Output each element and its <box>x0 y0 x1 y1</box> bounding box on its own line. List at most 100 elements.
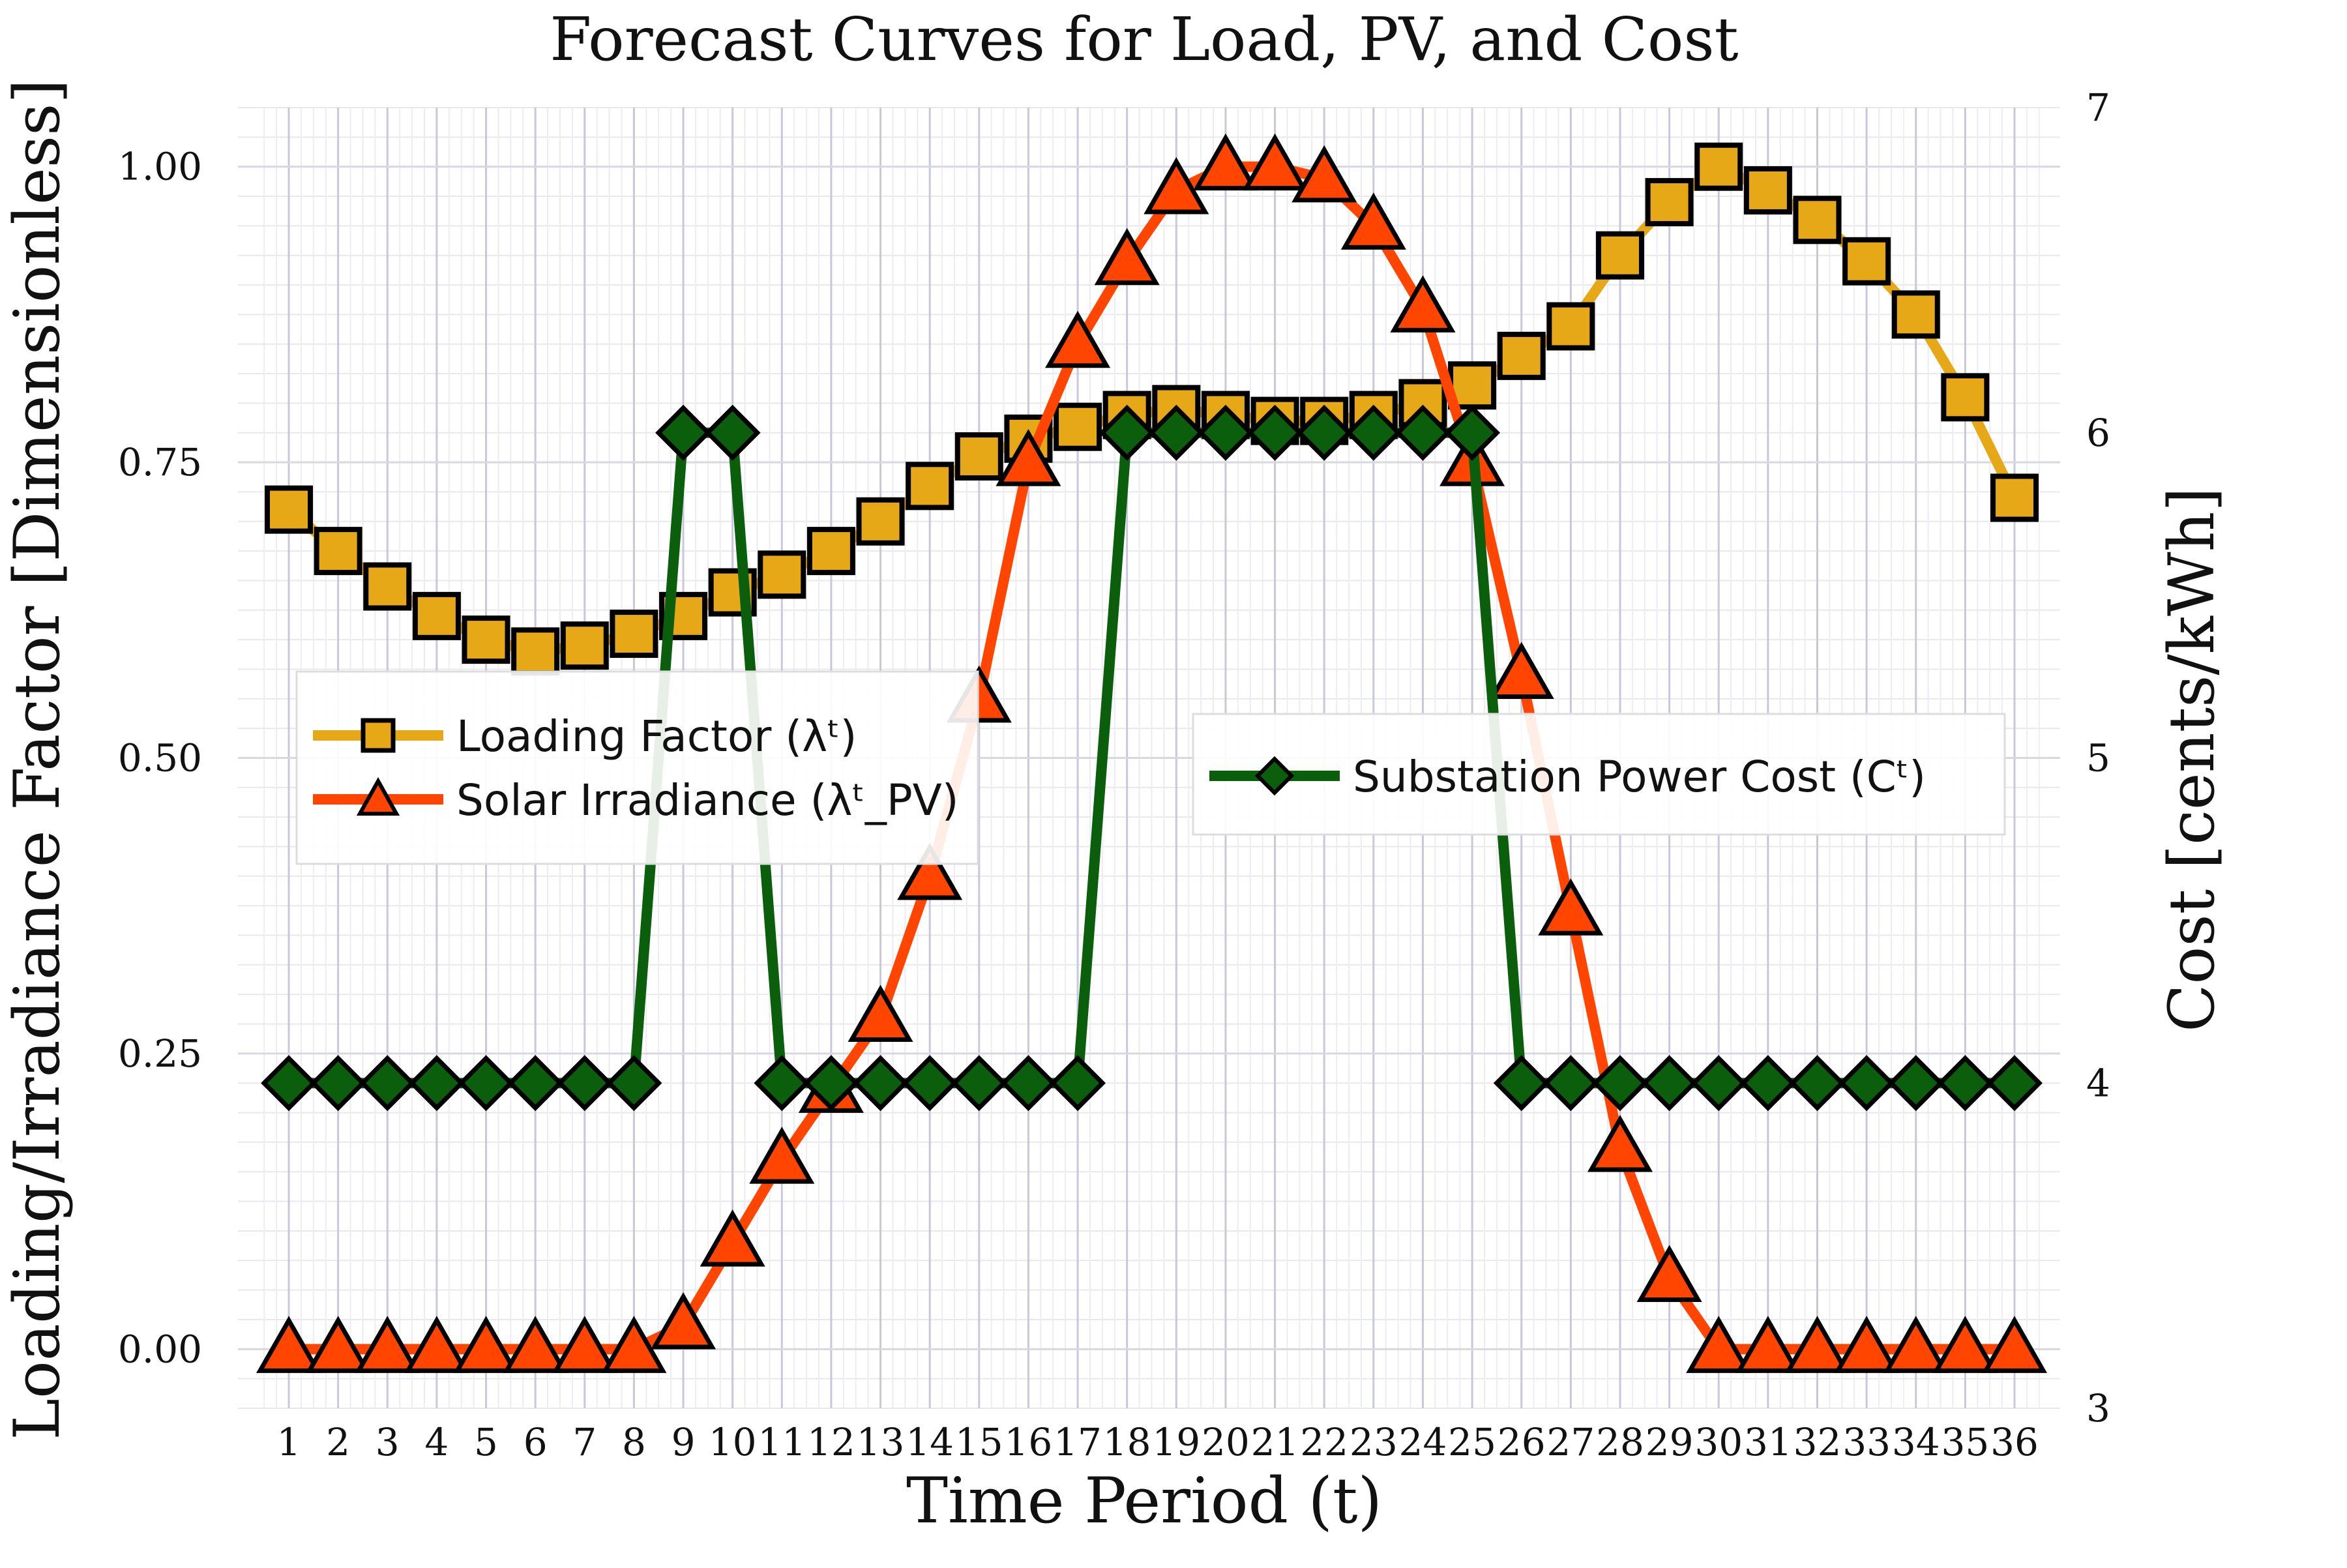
x-tick-label: 21 <box>1251 1420 1299 1464</box>
x-tick-label: 36 <box>1990 1420 2039 1464</box>
data-point-diamond <box>1000 1055 1057 1112</box>
data-point-triangle <box>1192 133 1258 191</box>
legend-item-substation-cost: Substation Power Cost (Cᵗ) <box>1209 752 1926 802</box>
legend-item-loading-factor: Loading Factor (λᵗ) <box>313 711 857 762</box>
data-point-diamond <box>1345 404 1402 461</box>
data-point-diamond <box>951 1055 1007 1112</box>
data-point-triangle <box>1587 1114 1653 1172</box>
data-point-diamond <box>507 1055 564 1112</box>
data-point-diamond <box>1444 404 1501 461</box>
data-point-diamond <box>1395 404 1451 461</box>
legend-marker-triangle <box>356 777 400 816</box>
legend-left-box <box>295 670 979 865</box>
data-point-diamond <box>408 1055 465 1112</box>
data-point-diamond <box>1986 1055 2043 1112</box>
data-point-square <box>954 432 1003 481</box>
data-point-diamond <box>261 1055 317 1112</box>
data-point-square <box>560 621 609 670</box>
data-point-triangle <box>1932 1316 1998 1373</box>
x-tick-label: 12 <box>807 1420 855 1464</box>
series-layer <box>256 133 2048 1373</box>
x-tick-label: 8 <box>622 1420 646 1464</box>
x-tick-label: 31 <box>1744 1420 1792 1464</box>
y-tick-label-right: 5 <box>2086 736 2110 780</box>
data-point-square <box>462 615 510 664</box>
data-point-square <box>906 462 954 510</box>
x-tick-label: 4 <box>424 1420 449 1464</box>
data-point-triangle <box>1390 275 1456 333</box>
y-tick-label-right: 7 <box>2086 85 2110 130</box>
x-tick-label: 35 <box>1941 1420 1989 1464</box>
x-tick-label: 22 <box>1300 1420 1348 1464</box>
data-point-diamond <box>704 404 761 461</box>
data-point-square <box>1793 196 1842 244</box>
data-point-diamond <box>1050 1055 1106 1112</box>
data-point-diamond <box>458 1055 514 1112</box>
x-tick-label: 13 <box>857 1420 905 1464</box>
legend-label-substation-cost: Substation Power Cost (Cᵗ) <box>1353 752 1926 802</box>
x-tick-label: 10 <box>709 1420 757 1464</box>
data-point-diamond <box>1937 1055 1994 1112</box>
y-axis-label-left: Loading/Irradiance Factor [Dimensionless… <box>1 79 74 1440</box>
y-tick-label-left: 0.50 <box>118 736 202 780</box>
x-tick-label: 17 <box>1054 1420 1102 1464</box>
data-point-square <box>1645 178 1694 227</box>
data-point-square <box>1694 142 1743 191</box>
x-tick-label: 5 <box>474 1420 498 1464</box>
x-tick-label: 34 <box>1892 1420 1940 1464</box>
data-point-diamond <box>1247 404 1303 461</box>
data-point-square <box>412 591 461 640</box>
data-point-triangle <box>1784 1316 1850 1373</box>
data-point-square <box>314 527 362 576</box>
data-point-triangle <box>1636 1245 1702 1302</box>
data-point-diamond <box>1887 1055 1944 1112</box>
x-tick-label: 19 <box>1152 1420 1200 1464</box>
data-point-square <box>1497 331 1546 380</box>
data-point-square <box>1743 166 1792 214</box>
x-tick-label: 9 <box>672 1420 696 1464</box>
data-point-triangle <box>1686 1316 1752 1373</box>
data-point-square <box>1595 231 1644 280</box>
data-point-diamond <box>606 1055 662 1112</box>
data-point-diamond <box>1099 404 1155 461</box>
data-point-triangle <box>453 1316 519 1373</box>
data-point-diamond <box>655 404 711 461</box>
data-point-triangle <box>897 842 963 900</box>
data-point-triangle <box>1883 1316 1949 1373</box>
data-point-diamond <box>1592 1055 1648 1112</box>
x-tick-label: 25 <box>1448 1420 1496 1464</box>
x-tick-label: 26 <box>1498 1420 1546 1464</box>
data-point-square <box>1891 290 1940 339</box>
data-point-triangle <box>256 1316 322 1373</box>
data-point-diamond <box>852 1055 909 1112</box>
x-tick-label: 20 <box>1202 1420 1250 1464</box>
x-tick-label: 23 <box>1350 1420 1398 1464</box>
data-point-diamond <box>1789 1055 1846 1112</box>
data-point-triangle <box>650 1292 716 1350</box>
data-point-diamond <box>1197 404 1254 461</box>
x-tick-label: 14 <box>906 1420 954 1464</box>
legend-label-solar-irradiance: Solar Irradiance (λᵗ_PV) <box>456 775 959 825</box>
x-tick-label: 24 <box>1399 1420 1447 1464</box>
data-point-diamond <box>1739 1055 1796 1112</box>
legend-right: Substation Power Cost (Cᵗ) <box>1192 713 2006 836</box>
data-point-triangle <box>503 1316 568 1373</box>
data-point-triangle <box>1981 1316 2048 1373</box>
x-tick-label: 28 <box>1596 1420 1644 1464</box>
data-point-diamond <box>1641 1055 1698 1112</box>
x-tick-label: 29 <box>1646 1420 1694 1464</box>
data-point-square <box>1990 473 2039 522</box>
data-point-triangle <box>1045 310 1111 368</box>
data-point-triangle <box>1488 642 1554 700</box>
x-tick-label: 7 <box>572 1420 597 1464</box>
x-tick-label: 16 <box>1005 1420 1053 1464</box>
x-tick-label: 33 <box>1842 1420 1891 1464</box>
data-point-triangle <box>305 1316 371 1373</box>
x-tick-label: 1 <box>277 1420 301 1464</box>
data-point-square <box>1054 402 1102 451</box>
series-triangle <box>256 133 2048 1373</box>
x-axis-label: Time Period (t) <box>906 1464 1382 1537</box>
y-tick-label-right: 6 <box>2086 411 2110 455</box>
